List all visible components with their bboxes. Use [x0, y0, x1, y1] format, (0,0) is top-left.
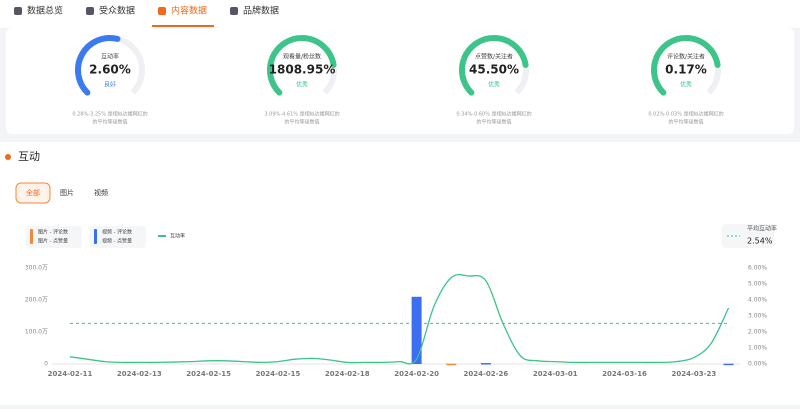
gauge-card [6, 28, 794, 134]
gauge-label: 观看量/粉丝数 [283, 53, 321, 61]
legend-label[interactable]: 互动率 [170, 233, 185, 240]
gauge-value: 0.17% [665, 63, 707, 77]
tab[interactable]: 品牌数据 [243, 5, 279, 17]
gauge-rating: 良好 [104, 81, 116, 89]
y2-tick-label: 0.00% [748, 361, 767, 368]
legend-box [26, 226, 82, 248]
gauge-arc [75, 35, 121, 96]
tab-icon [158, 7, 166, 15]
legend-label[interactable]: 视频 - 评论数 [102, 229, 132, 236]
tab[interactable]: 受众数据 [99, 5, 135, 17]
filter-label[interactable]: 图片 [60, 188, 74, 197]
filter-label[interactable]: 全部 [26, 188, 40, 197]
line [69, 274, 730, 365]
filter-label[interactable]: 视频 [94, 188, 108, 197]
section-title: 互动 [18, 150, 40, 163]
x-tick-label: 2024-03-01 [533, 370, 578, 378]
gauge-value: 2.60% [89, 63, 131, 77]
gauge-rating: 优秀 [680, 81, 692, 89]
x-tick-label: 2024-02-15 [186, 370, 231, 378]
gauge-note: 的平均等级数值 [476, 119, 511, 126]
gauge-note: 的平均等级数值 [92, 119, 127, 126]
y-tick-label: 200.0万 [25, 297, 48, 304]
x-tick-label: 2024-03-16 [602, 370, 647, 378]
gauge-value: 1808.95% [269, 63, 336, 77]
bar [723, 363, 734, 366]
y2-tick-label: 4.00% [748, 297, 767, 304]
bar [411, 296, 422, 364]
gauge-rating: 优秀 [488, 81, 500, 89]
y2-tick-label: 3.00% [748, 313, 767, 320]
gauge-label: 互动率 [101, 53, 119, 61]
gauge-note: 0.28%-3.25% 是相似达播网红的 [72, 111, 147, 118]
y2-tick-label: 6.00% [748, 265, 767, 272]
tab-icon [230, 7, 238, 15]
x-tick-label: 2024-02-20 [394, 370, 439, 378]
gauge-value: 45.50% [469, 63, 519, 77]
x-tick-label: 2024-02-13 [117, 370, 162, 378]
gauge-note: 的平均等级数值 [284, 119, 319, 126]
legend-swatch [94, 229, 97, 244]
tab[interactable]: 数据总览 [27, 5, 63, 17]
tab-icon [14, 7, 22, 15]
legend-label[interactable]: 视频 - 点赞量 [102, 238, 132, 245]
tab-icon [86, 7, 94, 15]
x-tick-label: 2024-02-26 [464, 370, 509, 378]
gauge-note: 3.09%-4.61% 是相似达播网红的 [264, 111, 339, 118]
legend-swatch [30, 229, 33, 244]
gauge-label: 点赞数/关注者 [475, 53, 513, 61]
y-tick-label: 100.0万 [25, 329, 48, 336]
average-box [722, 224, 774, 248]
legend-label[interactable]: 图片 - 评论数 [38, 229, 68, 236]
y-tick-label: 0 [44, 361, 48, 368]
y-tick-label: 300.0万 [25, 265, 48, 272]
bar [480, 363, 491, 365]
gauge-note: 0.02%-0.03% 是相似达播网红的 [648, 111, 723, 118]
x-tick-label: 2024-02-11 [48, 370, 93, 378]
gauge-note: 的平均等级数值 [668, 119, 703, 126]
y2-tick-label: 5.00% [748, 281, 767, 288]
gauge-arc [267, 35, 337, 96]
legend-label[interactable]: 图片 - 点赞量 [38, 238, 68, 245]
average-value: 2.54% [747, 237, 773, 246]
section [0, 142, 800, 405]
tab-underline [152, 25, 214, 27]
x-tick-label: 2024-02-15 [256, 370, 301, 378]
gauge-label: 评论数/关注者 [667, 53, 705, 61]
y2-tick-label: 1.00% [748, 345, 767, 352]
y2-tick-label: 2.00% [748, 329, 767, 336]
gauge-arc [651, 35, 721, 96]
gauge-arc [459, 35, 529, 96]
x-tick-label: 2024-02-18 [325, 370, 370, 378]
bar [446, 363, 457, 366]
gauge-rating: 优秀 [296, 81, 308, 89]
filter-button[interactable] [51, 182, 83, 204]
tab-bar [0, 0, 800, 28]
tab[interactable]: 内容数据 [171, 5, 207, 17]
x-tick-label: 2024-03-23 [671, 370, 716, 378]
legend-box [90, 226, 146, 248]
filter-button[interactable] [85, 182, 117, 204]
gauge-note: 0.34%-0.60% 是相似达播网红的 [456, 111, 531, 118]
filter-button[interactable] [15, 182, 51, 204]
average-label: 平均互动率 [747, 225, 777, 233]
section-dot [5, 154, 11, 160]
